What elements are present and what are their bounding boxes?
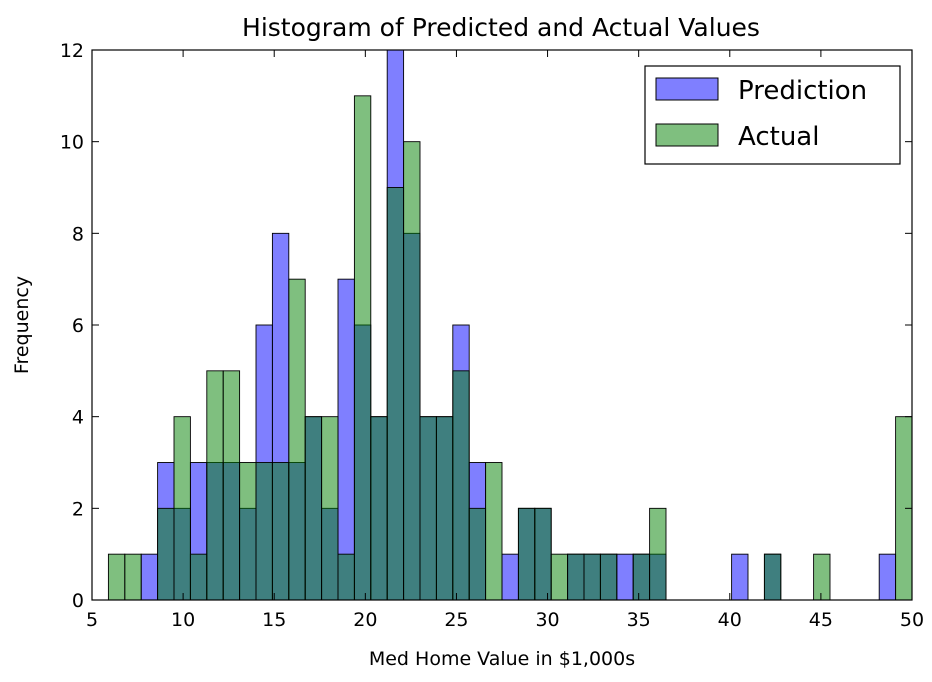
bar-actual-26 [517,507,536,601]
x-tick-label-10: 10 [171,609,195,631]
y-tick-label-4: 4 [72,407,84,429]
bar-prediction-32 [616,553,634,601]
chart-title: Histogram of Predicted and Actual Values [242,13,760,42]
bar-actual-22 [452,370,470,601]
bar-actual-16 [353,95,372,601]
ticks-layer [91,49,913,601]
bar-actual-29 [567,553,585,601]
bar-actual-13 [304,416,323,601]
x-tick-label-50: 50 [900,609,924,631]
bar-actual-8 [222,370,241,601]
bar-actual-30 [583,553,601,601]
bar-actual-19 [403,141,421,601]
bar-actual-14 [321,416,339,601]
x-tick-label-45: 45 [809,609,833,631]
x-tick-label-20: 20 [353,609,377,631]
y-tick-label-2: 2 [72,498,84,520]
y-tick-label-8: 8 [72,223,84,245]
bar-actual-18 [386,187,405,601]
bar-actual-31 [599,553,618,601]
bar-actual-2 [124,553,142,601]
x-tick-label-15: 15 [262,609,286,631]
x-tick-label-30: 30 [535,609,559,631]
bar-actual-1 [107,553,126,601]
bar-actual-44 [813,553,831,601]
x-tick-label-25: 25 [444,609,468,631]
bar-actual-15 [337,553,355,601]
legend-label-actual: Actual [738,122,819,152]
bar-actual-33 [632,553,651,601]
bar-actual-20 [419,416,437,601]
bar-prediction-15 [337,278,355,601]
bar-actual-4 [157,507,175,601]
bar-actual-28 [550,553,569,601]
bar-actual-5 [173,416,191,601]
bar-actual-9 [239,462,257,601]
bar-actual-17 [370,416,388,601]
bar-actual-11 [271,462,290,601]
y-tick-label-10: 10 [60,132,84,154]
bar-actual-6 [189,553,208,601]
bar-prediction-3 [140,553,159,601]
bar-prediction-39 [731,553,749,601]
y-tick-label-6: 6 [72,315,84,337]
x-tick-label-35: 35 [627,609,651,631]
bar-prediction-25 [501,553,519,601]
legend-swatch-actual [655,123,719,147]
legend: Prediction Actual [644,65,901,165]
y-tick-label-0: 0 [72,590,84,612]
bar-actual-24 [485,462,503,601]
tick-labels-layer: 5 10 15 20 25 30 35 40 45 50 0 2 4 6 8 10 12 [60,40,924,631]
y-tick-label-12: 12 [60,40,84,62]
bar-actual-12 [288,278,306,601]
x-axis-label: Med Home Value in $1,000s [369,648,635,670]
x-tick-label-40: 40 [718,609,742,631]
legend-label-prediction: Prediction [738,76,867,106]
x-tick-label-5: 5 [86,609,98,631]
bar-actual-23 [468,507,487,601]
legend-swatch-prediction [655,77,719,101]
bar-prediction-48 [878,553,897,601]
bar-actual-10 [255,462,273,601]
bar-actual-27 [534,507,552,601]
bar-actual-34 [649,507,667,601]
y-axis-label: Frequency [11,276,33,374]
bar-actual-21 [435,416,454,601]
bar-actual-7 [206,370,224,601]
bar-actual-41 [763,553,782,601]
